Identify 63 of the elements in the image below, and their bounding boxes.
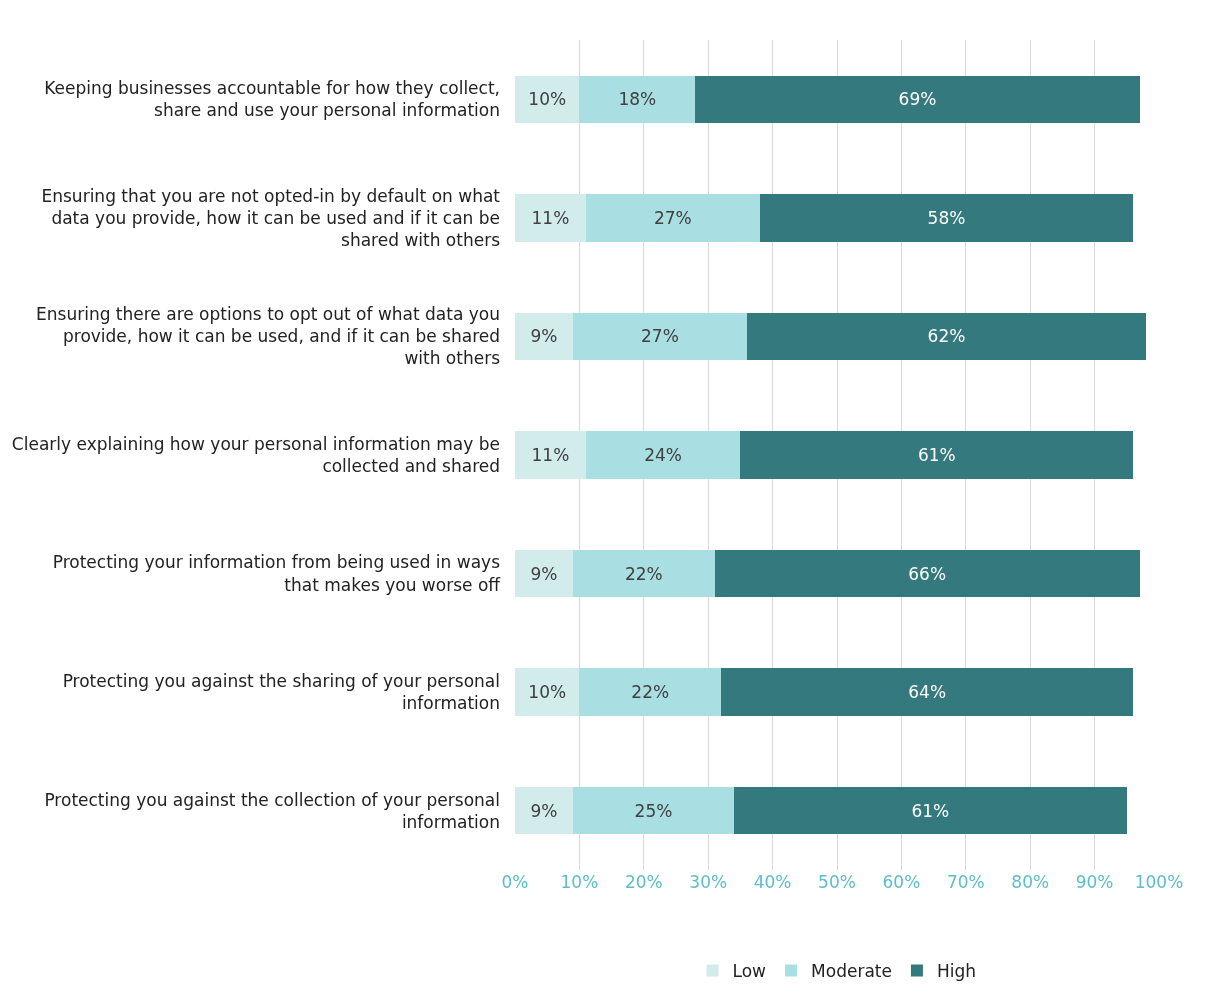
data-label: 61% (911, 800, 950, 821)
data-label: 9% (530, 326, 558, 347)
x-tick-label: 0% (501, 872, 529, 892)
bar (515, 312, 573, 361)
data-label: 18% (618, 89, 657, 110)
bar (759, 194, 1134, 242)
bar (579, 75, 696, 123)
data-label: 22% (624, 563, 663, 584)
y-tick-label: Ensuring that you are not opted-in by default on what data you provide, how it can be used and if it can be shared with others (41, 185, 501, 250)
y-tick-label: Ensuring there are options to opt out of what data you provide, how it can be used, and if it can be shared with others (36, 304, 501, 369)
bar (572, 549, 715, 598)
bar (515, 194, 586, 242)
bar (515, 668, 580, 716)
data-label: 9% (530, 800, 558, 821)
x-tick-label: 10% (560, 872, 599, 892)
bar (515, 431, 586, 479)
data-label: 10% (528, 682, 567, 703)
y-tick-label: Protecting you against the sharing of your personal information (62, 671, 500, 714)
bar (579, 668, 722, 716)
x-tick-label: 50% (818, 872, 856, 892)
data-label: 22% (631, 682, 670, 703)
data-label: 58% (927, 207, 966, 228)
data-label: 62% (927, 326, 966, 347)
legend-label: Low (732, 961, 767, 982)
data-label: 24% (644, 445, 683, 465)
bar (585, 431, 741, 479)
data-label: 11% (531, 445, 570, 465)
x-tick-label: 90% (1075, 872, 1114, 892)
data-label: 9% (530, 563, 558, 584)
x-tick-label: 30% (689, 872, 728, 892)
bar (515, 787, 573, 835)
x-tick-label: 20% (624, 872, 663, 892)
data-label: 61% (917, 445, 956, 465)
bar (515, 75, 580, 123)
bar (585, 194, 760, 242)
data-label: 27% (653, 207, 692, 228)
bar (714, 549, 1140, 598)
data-label: 64% (908, 682, 947, 703)
legend-label: Moderate (811, 961, 892, 982)
x-tick-label: 70% (946, 872, 985, 892)
legend-label: High (936, 961, 977, 982)
x-tick-label: 60% (882, 872, 921, 892)
data-label: 69% (898, 89, 937, 110)
bar (733, 787, 1127, 835)
bar (572, 787, 734, 835)
data-label: 11% (531, 207, 570, 228)
bar (515, 549, 573, 598)
x-tick-label: 100% (1134, 872, 1184, 892)
y-tick-label: Keeping businesses accountable for how they collect, share and use your personal information (44, 78, 500, 121)
bar (746, 312, 1147, 361)
bar (695, 75, 1140, 123)
bar (721, 668, 1134, 716)
data-label: 27% (641, 326, 679, 347)
y-tick-label: Protecting you against the collection of your personal information (44, 789, 500, 832)
data-label: 25% (634, 800, 673, 821)
y-tick-label: Clearly explaining how your personal information may be collected and shared (11, 433, 500, 476)
data-label: 10% (528, 89, 567, 110)
data-label: 66% (908, 563, 947, 584)
bar (740, 431, 1134, 479)
x-tick-label: 40% (753, 872, 792, 892)
x-tick-label: 80% (1011, 872, 1050, 892)
y-tick-label: Protecting your information from being used in ways that makes you worse off (52, 552, 502, 595)
bar (572, 312, 747, 361)
